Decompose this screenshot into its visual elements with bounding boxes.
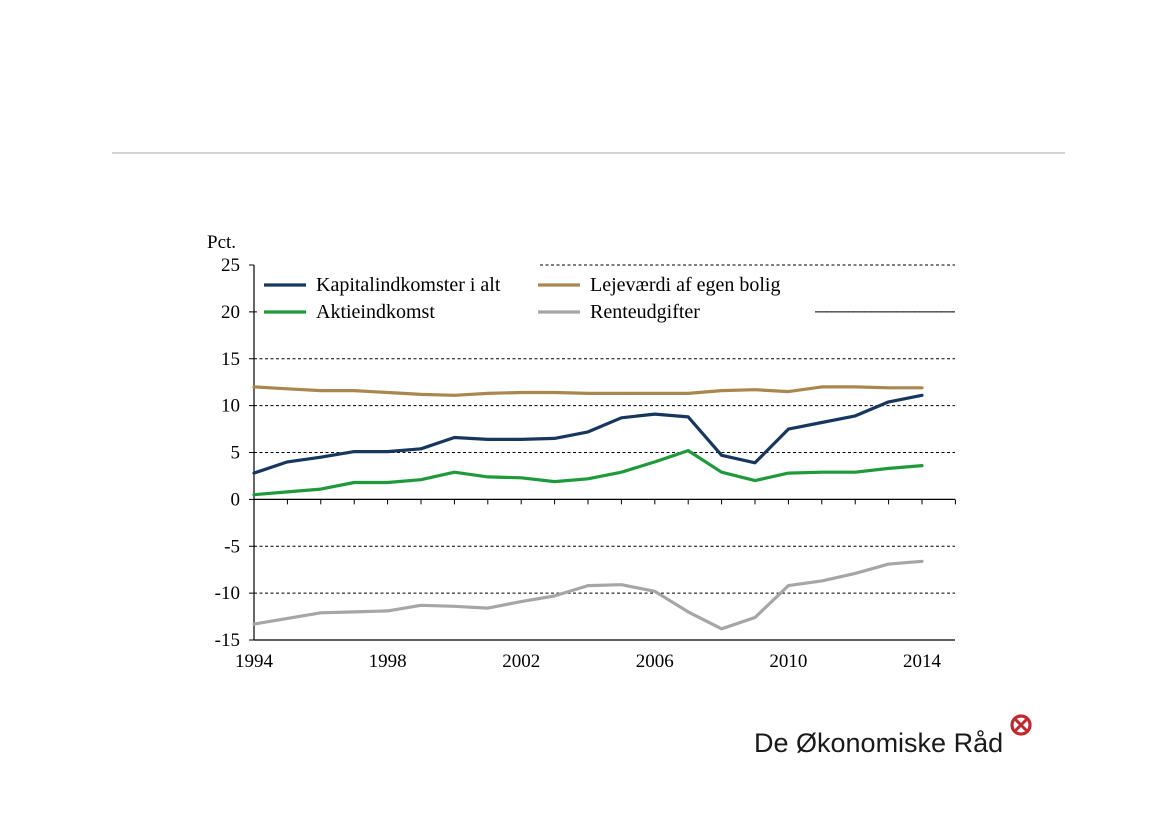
legend-background xyxy=(258,268,813,326)
y-tick-label: 20 xyxy=(221,302,240,323)
legend-label: Aktieindkomst xyxy=(316,301,435,323)
y-tick-label: 10 xyxy=(221,396,240,417)
x-axis-ticks: 1994 1998 2002 2006 2010 2014 xyxy=(235,499,956,672)
y-tick-label: 15 xyxy=(221,349,240,370)
legend-label: Lejeværdi af egen bolig xyxy=(590,274,781,296)
legend-label: Kapitalindkomster i alt xyxy=(316,274,501,296)
header-divider xyxy=(112,152,1065,154)
y-tick-label: 0 xyxy=(231,489,241,510)
logo: De Økonomiske Råd xyxy=(754,712,1044,762)
logo-mark-icon xyxy=(1010,714,1032,736)
series-line-1 xyxy=(252,393,924,475)
x-tick-label: 1994 xyxy=(235,651,274,672)
y-tick-label: 5 xyxy=(231,443,241,464)
y-axis-label: Pct. xyxy=(207,232,236,253)
x-tick-label: 2010 xyxy=(769,651,807,672)
y-tick-label: -5 xyxy=(224,536,240,557)
x-tick-label: 2002 xyxy=(502,651,540,672)
x-tick-label: 2014 xyxy=(903,651,942,672)
y-tick-label: -10 xyxy=(215,583,240,604)
logo-text: De Økonomiske Råd xyxy=(754,728,1004,758)
series-line-3 xyxy=(252,449,924,497)
y-tick-label: -15 xyxy=(215,630,240,651)
series-lines xyxy=(252,385,924,631)
y-tick-label: 25 xyxy=(221,255,240,276)
series-line-2 xyxy=(252,385,924,397)
legend: Kapitalindkomster i alt Lejeværdi af egen… xyxy=(258,268,955,326)
x-tick-label: 1998 xyxy=(369,651,407,672)
x-tick-label: 2006 xyxy=(636,651,674,672)
series-line-4 xyxy=(252,559,924,631)
legend-label: Renteudgifter xyxy=(590,301,700,323)
y-axis-ticks: 25 20 15 10 5 0 -5 -10 -15 xyxy=(215,255,254,651)
